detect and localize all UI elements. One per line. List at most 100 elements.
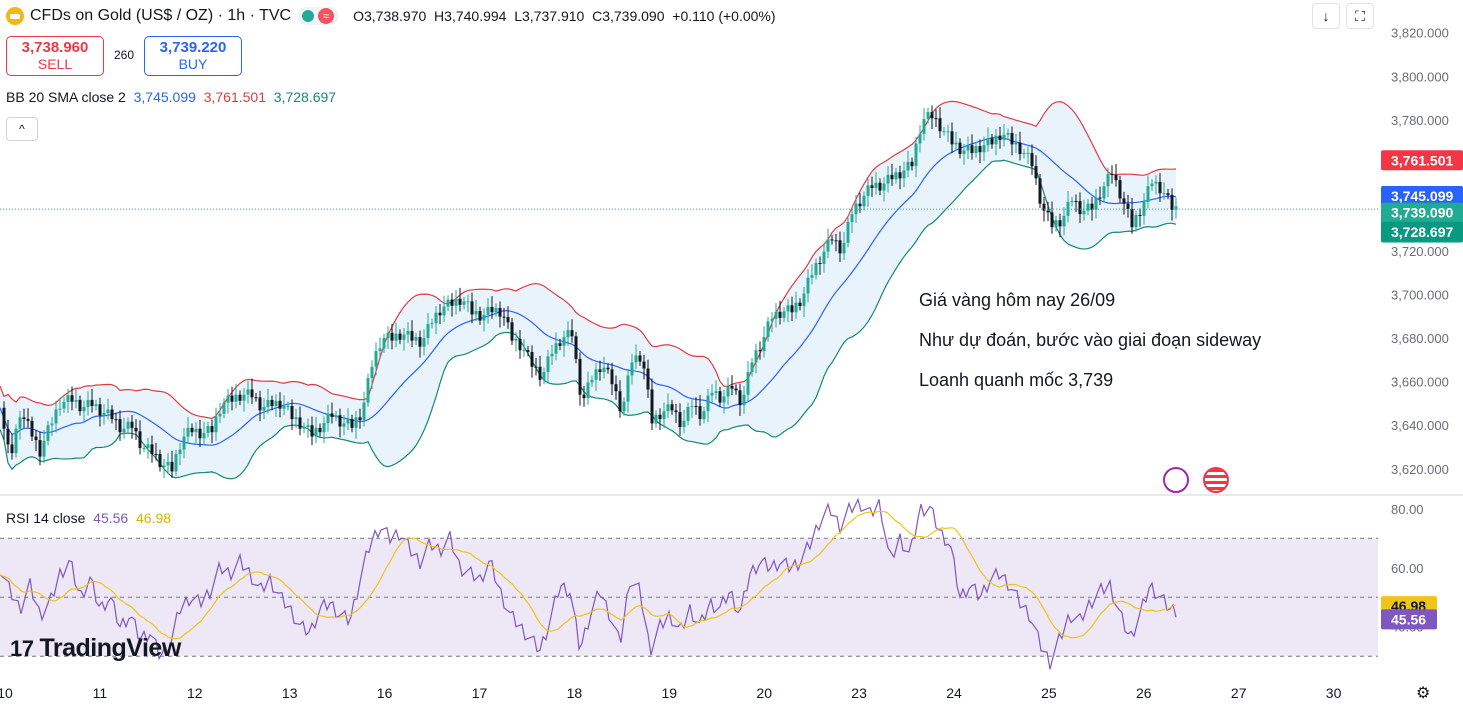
candle-body xyxy=(1014,142,1018,145)
candle-body xyxy=(1010,133,1014,145)
candle-body xyxy=(682,420,686,427)
candle-body xyxy=(1130,208,1134,228)
candle-body xyxy=(698,406,702,420)
candle-body xyxy=(882,183,886,191)
candle-body xyxy=(342,423,346,427)
collapse-legend-button[interactable]: ^ xyxy=(6,117,38,141)
buy-button[interactable]: 3,739.220 BUY xyxy=(144,36,242,76)
candle-body xyxy=(246,389,250,395)
us-flag-icon[interactable] xyxy=(1203,467,1229,493)
tradingview-logo: 17 TradingView xyxy=(10,634,181,663)
time-tick-label: 30 xyxy=(1326,685,1342,701)
candle-body xyxy=(1170,194,1174,210)
candle-body xyxy=(350,419,354,428)
candle-body xyxy=(614,384,618,392)
candle-body xyxy=(418,337,422,347)
candle-body xyxy=(1090,203,1094,210)
candle-body xyxy=(602,367,606,373)
price-pane[interactable] xyxy=(0,100,1463,496)
candle-body xyxy=(222,402,226,414)
candle-body xyxy=(590,379,594,383)
price-axis: 3,620.000 3,640.000 3,660.000 3,680.000 3,70… xyxy=(0,26,1463,701)
candle-body xyxy=(1002,134,1006,140)
candle-body xyxy=(486,307,490,315)
buy-label: BUY xyxy=(178,56,208,72)
candle-body xyxy=(786,305,790,312)
fullscreen-icon: ⛶ xyxy=(1355,8,1365,24)
candle-body xyxy=(254,397,258,399)
candle-body xyxy=(262,406,266,411)
market-status[interactable]: ≈ xyxy=(297,7,340,25)
candle-body xyxy=(970,145,974,154)
rsi-legend[interactable]: RSI 14 close 45.56 46.98 xyxy=(6,510,171,526)
candle-body xyxy=(1026,153,1030,155)
candle-body xyxy=(554,343,558,354)
candle-body xyxy=(390,332,394,341)
candle-body xyxy=(1018,142,1022,154)
candle-body xyxy=(1158,181,1162,194)
candle-body xyxy=(474,310,478,315)
time-tick-label: 12 xyxy=(187,685,203,701)
candle-body xyxy=(550,353,554,357)
candle-body xyxy=(130,421,134,428)
candle-body xyxy=(454,298,458,306)
candle-body xyxy=(998,135,1002,140)
candle-body xyxy=(94,404,98,407)
settings-gear-icon[interactable]: ⚙ xyxy=(1416,685,1431,702)
candle-body xyxy=(34,436,38,441)
candle-body xyxy=(1134,215,1138,228)
bb-legend[interactable]: BB 20 SMA close 2 3,745.099 3,761.501 3,… xyxy=(6,89,336,105)
candle-body xyxy=(1118,180,1122,199)
candle-body xyxy=(494,307,498,313)
candle-body xyxy=(706,395,710,412)
candle-body xyxy=(542,372,546,380)
candle-body xyxy=(818,262,822,264)
chevron-up-icon: ^ xyxy=(19,122,25,136)
candle-body xyxy=(466,301,470,303)
price-tag-basis: 3,745.099 xyxy=(1391,188,1453,204)
candle-body xyxy=(758,350,762,352)
candle-body xyxy=(286,406,290,408)
candle-body xyxy=(986,138,990,146)
symbol-title[interactable]: CFDs on Gold (US$ / OZ) · 1h · TVC xyxy=(30,7,292,24)
candle-body xyxy=(718,391,722,403)
time-tick-label: 11 xyxy=(93,685,108,701)
candle-body xyxy=(106,409,110,414)
candle-body xyxy=(742,394,746,406)
candle-body xyxy=(182,436,186,450)
candle-body xyxy=(70,395,74,402)
bb-lower-value: 3,728.697 xyxy=(273,89,337,105)
candle-body xyxy=(850,214,854,222)
candle-body xyxy=(610,369,614,385)
candle-body xyxy=(18,417,22,429)
candle-body xyxy=(462,301,466,305)
candle-body xyxy=(722,396,726,403)
candle-body xyxy=(586,382,590,399)
rsi-pane[interactable] xyxy=(0,497,1378,670)
candle-body xyxy=(382,337,386,349)
candle-body xyxy=(658,414,662,420)
rsi-value-tag: 45.56 xyxy=(1391,611,1426,627)
candle-body xyxy=(518,338,522,351)
candle-body xyxy=(770,318,774,322)
time-tick-label: 13 xyxy=(282,685,298,701)
time-tick-label: 10 xyxy=(0,685,13,701)
download-button[interactable]: ↓ xyxy=(1312,3,1340,29)
time-tick-label: 25 xyxy=(1041,685,1057,701)
candle-body xyxy=(746,372,750,395)
candle-body xyxy=(694,406,698,408)
candle-body xyxy=(954,142,958,145)
candle-body xyxy=(422,337,426,347)
candle-body xyxy=(662,411,666,420)
lightning-event-icon[interactable] xyxy=(1163,467,1189,493)
candle-body xyxy=(506,317,510,323)
candle-body xyxy=(142,447,146,449)
candle-body xyxy=(842,242,846,254)
candle-body xyxy=(802,293,806,307)
sell-button[interactable]: 3,738.960 SELL xyxy=(6,36,104,76)
candle-body xyxy=(386,332,390,338)
candle-body xyxy=(170,461,174,472)
fullscreen-button[interactable]: ⛶ xyxy=(1346,3,1374,29)
candle-body xyxy=(598,369,602,373)
